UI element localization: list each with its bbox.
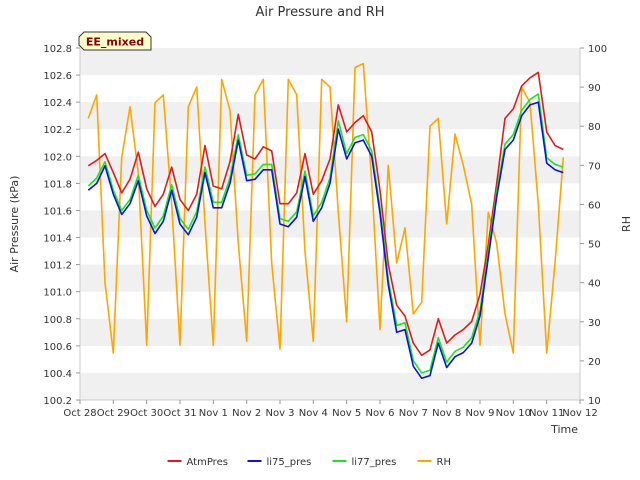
- x-tick-label: Oct 31: [163, 408, 196, 419]
- y-tick-label: 100.8: [43, 315, 72, 326]
- y-tick-label: 102.4: [43, 98, 72, 109]
- x-tick-label: Nov 8: [432, 408, 461, 419]
- x-tick-label: Nov 7: [399, 408, 428, 419]
- x-tick-label: Nov 9: [465, 408, 494, 419]
- legend-label-atmpres: AtmPres: [187, 457, 228, 468]
- x-tick-label: Nov 4: [299, 408, 328, 419]
- x-tick-label: Oct 28: [63, 408, 96, 419]
- x-axis-label: Time: [550, 423, 578, 436]
- y2-tick-label: 20: [588, 357, 601, 368]
- y-tick-label: 102.2: [43, 125, 72, 136]
- y2-tick-label: 40: [588, 279, 601, 290]
- x-tick-label: Nov 10: [496, 408, 531, 419]
- y2-tick-label: 70: [588, 161, 601, 172]
- y2-ticks: 10 20 30 40 50 60 70 80 90 100: [580, 44, 607, 407]
- y2-tick-label: 100: [588, 44, 607, 55]
- x-tick-label: Oct 29: [97, 408, 130, 419]
- badge: EE_mixed: [78, 31, 152, 51]
- x-tick-label: Nov 5: [332, 408, 361, 419]
- legend-label-li77-pres: li77_pres: [352, 457, 397, 468]
- grid-band: [80, 102, 580, 130]
- x-tick-label: Nov 1: [199, 408, 228, 419]
- y-tick-label: 101.4: [43, 234, 72, 245]
- y-tick-label: 102.6: [43, 71, 72, 82]
- y-tick-label: 100.4: [43, 369, 72, 380]
- grid-band: [80, 318, 580, 346]
- chart-title: Air Pressure and RH: [255, 5, 384, 20]
- legend-label-li75-pres: li75_pres: [267, 457, 312, 468]
- y-tick-label: 100.2: [43, 396, 72, 407]
- badge-label: EE_mixed: [86, 36, 144, 49]
- legend: AtmPres li75_pres li77_pres RH: [167, 457, 451, 468]
- y-axis-label: Air Pressure (kPa): [8, 176, 21, 273]
- y-tick-label: 102.0: [43, 152, 72, 163]
- series-line-atmpres: [87, 71, 564, 357]
- x-tick-label: Oct 30: [130, 408, 163, 419]
- y-ticks: 100.2 100.4 100.6 100.8 101.0 101.2 101.4 101.6…: [43, 44, 80, 407]
- y2-tick-label: 50: [588, 240, 601, 251]
- y2-tick-label: 10: [588, 396, 601, 407]
- y-tick-label: 101.0: [43, 288, 72, 299]
- y-tick-label: 101.6: [43, 206, 72, 217]
- series-layer: [87, 62, 565, 380]
- legend-label-rh: RH: [437, 457, 451, 468]
- grid-band: [80, 264, 580, 292]
- x-tick-label: Nov 3: [265, 408, 294, 419]
- y2-tick-label: 90: [588, 83, 601, 94]
- y2-tick-label: 60: [588, 200, 601, 211]
- y-tick-label: 102.8: [43, 44, 72, 55]
- grid-bands: [80, 48, 580, 400]
- y-tick-label: 101.2: [43, 261, 72, 272]
- grid-band: [80, 372, 580, 400]
- x-tick-label: Nov 6: [365, 408, 394, 419]
- x-tick-label: Nov 2: [232, 408, 261, 419]
- x-tick-label: Nov 12: [562, 408, 597, 419]
- x-tick-label: Nov 11: [529, 408, 564, 419]
- grid-band: [80, 48, 580, 76]
- y-tick-label: 100.6: [43, 342, 72, 353]
- y-tick-label: 101.8: [43, 179, 72, 190]
- y2-tick-label: 30: [588, 318, 601, 329]
- series-line-li75-pres: [87, 101, 564, 380]
- x-ticks: Oct 28 Oct 29 Oct 30 Oct 31 Nov 1 Nov 2 Nov 3 N…: [63, 400, 598, 419]
- y2-tick-label: 80: [588, 122, 601, 133]
- badge-box: [78, 31, 152, 51]
- y2-axis-label: RH: [620, 216, 633, 232]
